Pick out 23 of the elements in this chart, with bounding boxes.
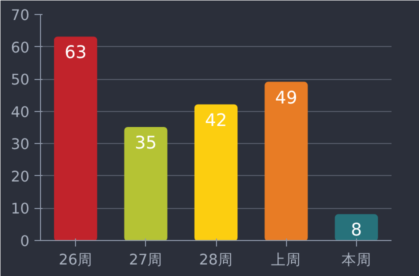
y-tick-label: 30	[10, 136, 30, 154]
y-tick-label: 40	[10, 104, 30, 121]
y-tick-label: 20	[10, 168, 30, 186]
x-tick-label: 上周	[271, 252, 302, 268]
data-label: 63	[64, 43, 87, 64]
bar	[264, 82, 308, 240]
data-label: 49	[275, 88, 298, 108]
y-tick-label: 50	[10, 72, 30, 89]
bar	[334, 214, 378, 240]
y-tick-label: 60	[10, 39, 30, 56]
data-label: 42	[204, 110, 228, 131]
x-tick-label: 28周	[199, 252, 233, 268]
y-tick-label: 70	[10, 7, 30, 24]
bar	[54, 36, 98, 240]
y-tick-label: 0	[20, 233, 30, 250]
y-tick-label: 10	[10, 200, 30, 218]
x-tick-label: 26周	[58, 252, 92, 268]
x-tick-label: 本周	[341, 252, 372, 268]
data-label: 8	[350, 220, 362, 241]
bar	[194, 104, 238, 240]
x-tick-label: 27周	[128, 252, 163, 268]
data-label: 35	[134, 134, 157, 154]
bar	[124, 127, 168, 240]
